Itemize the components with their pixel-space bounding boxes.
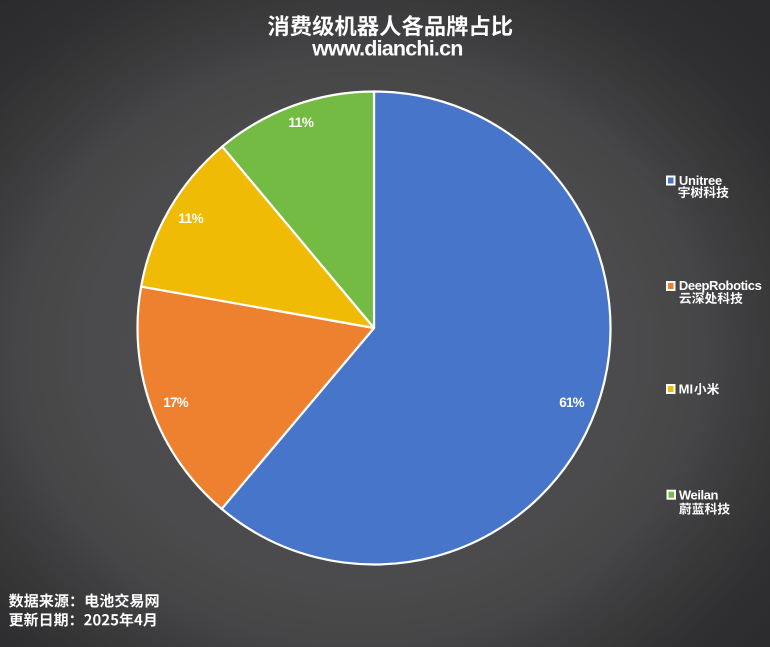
svg-text:11%: 11% (288, 115, 314, 130)
svg-text:DeepRobotics: DeepRobotics (679, 278, 762, 293)
svg-text:www.dianchi.cn: www.dianchi.cn (311, 37, 463, 61)
svg-text:Weilan: Weilan (679, 487, 719, 502)
svg-text:Unitree: Unitree (679, 173, 722, 188)
svg-text:61%: 61% (559, 395, 585, 410)
svg-text:11%: 11% (178, 211, 204, 226)
svg-text:MI: MI (679, 382, 694, 397)
svg-text:17%: 17% (163, 395, 189, 410)
